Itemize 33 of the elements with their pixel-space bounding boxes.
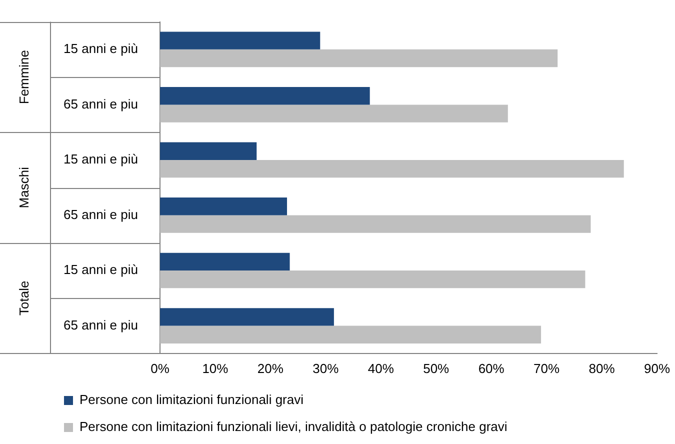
x-tick-label: 20% [257, 360, 284, 376]
legend-label: Persone con limitazioni funzionali gravi [80, 392, 304, 408]
bar [160, 215, 591, 233]
text: Femmine [16, 50, 32, 104]
x-tick-label: 50% [423, 360, 450, 376]
y-tick-label: 15 anni e più [64, 41, 138, 56]
bar [160, 142, 257, 160]
x-tick-label: 60% [478, 360, 505, 376]
bar [160, 32, 320, 50]
bar [160, 87, 370, 105]
x-tick-label: 0% [150, 360, 170, 376]
y-tick-label: 65 anni e piu [64, 206, 138, 222]
y-tick-label: 15 anni e più [64, 152, 138, 167]
bar [160, 49, 558, 68]
x-tick-label: 90% [644, 360, 670, 376]
bar [160, 252, 290, 270]
bar [160, 104, 508, 122]
x-tick-label: 30% [312, 360, 340, 376]
bar [160, 308, 334, 326]
x-tick-label: 10% [202, 360, 229, 376]
x-tick-label: 70% [534, 360, 560, 376]
bar [160, 160, 624, 178]
text: Maschi [16, 166, 32, 208]
x-tick-label: 80% [588, 360, 616, 376]
bar [160, 198, 288, 216]
y-tick-label: 65 anni e piu [64, 96, 138, 112]
text: Totale [16, 280, 32, 316]
legend-label: Persone con limitazioni funzionali lievi, invalidità o patologie croniche gravi [80, 419, 508, 434]
y-tick-label: 15 anni e più [64, 262, 138, 278]
bar [160, 326, 542, 344]
bar [160, 270, 586, 288]
y-tick-label: 65 anni e piu [64, 317, 138, 332]
x-tick-label: 40% [368, 360, 394, 376]
